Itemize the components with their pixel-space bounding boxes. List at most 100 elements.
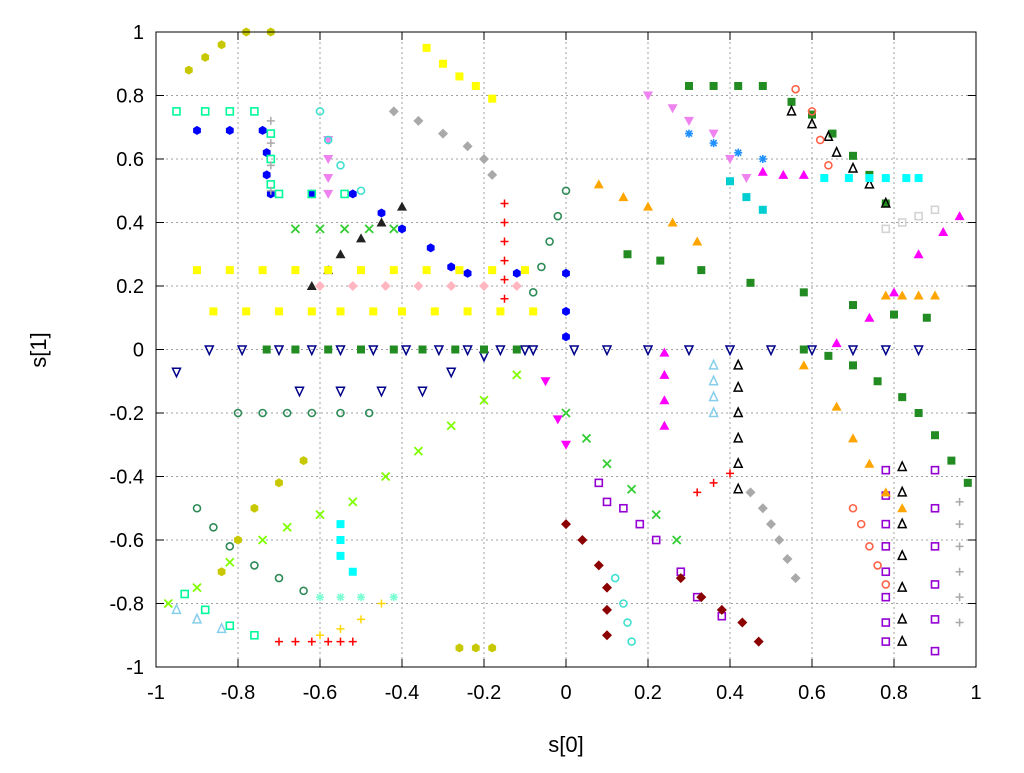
data-point <box>815 135 825 145</box>
data-point <box>930 290 940 300</box>
data-point <box>914 174 923 183</box>
data-point <box>659 369 670 379</box>
data-point <box>258 125 267 135</box>
ticks-layer: -1 -0.8 -0.6 -0.4 -0.2 0 0.2 0.4 0.6 0.8 1 -1 -0.8 -0… <box>110 22 982 704</box>
data-point <box>726 177 734 186</box>
data-point <box>806 117 818 129</box>
data-point <box>316 631 324 640</box>
data-point <box>209 522 218 532</box>
data-point <box>225 621 235 631</box>
data-point <box>364 408 374 418</box>
data-point <box>163 598 173 609</box>
data-point <box>323 135 333 145</box>
data-point <box>881 592 891 602</box>
data-point <box>528 345 539 357</box>
data-point <box>635 519 645 529</box>
data-point <box>930 542 940 551</box>
data-point <box>324 266 333 275</box>
data-point <box>315 281 325 291</box>
data-point <box>463 307 472 316</box>
data-point <box>881 465 891 475</box>
data-point <box>683 345 695 357</box>
data-point <box>340 189 349 199</box>
data-point <box>890 310 898 319</box>
data-point <box>737 617 748 628</box>
data-point <box>733 482 744 494</box>
data-point <box>708 374 719 386</box>
data-point <box>488 266 497 275</box>
data-point <box>820 174 829 183</box>
data-point <box>242 307 251 316</box>
x-tick-label: 0.2 <box>634 682 662 704</box>
data-point <box>914 409 923 417</box>
data-point <box>864 458 875 468</box>
data-point <box>708 406 719 418</box>
data-point <box>856 519 866 529</box>
data-point <box>540 377 551 387</box>
data-point <box>651 535 661 545</box>
data-point <box>930 503 940 513</box>
data-point <box>266 139 275 148</box>
data-point <box>315 509 325 520</box>
x-tick-label: 0.8 <box>880 682 908 704</box>
data-point <box>881 224 891 234</box>
data-point <box>388 106 399 117</box>
data-point <box>831 401 842 411</box>
y-tick-label: -0.6 <box>110 530 144 552</box>
data-point <box>348 567 357 576</box>
data-point <box>847 161 859 173</box>
data-point <box>757 503 768 514</box>
x-tick-label: 0.6 <box>798 682 826 704</box>
data-point <box>209 307 218 316</box>
data-point <box>864 177 875 189</box>
data-point <box>315 107 325 116</box>
data-point <box>881 199 890 208</box>
data-point <box>413 446 424 456</box>
data-point <box>446 421 456 431</box>
data-point <box>790 573 801 584</box>
data-point <box>806 345 818 357</box>
data-point <box>537 262 546 272</box>
data-point <box>741 174 752 184</box>
data-point <box>413 115 424 126</box>
data-point <box>897 549 908 561</box>
data-point <box>897 612 908 624</box>
data-point <box>569 345 580 357</box>
data-point <box>880 487 891 497</box>
y-tick-label: 0.2 <box>116 276 144 298</box>
data-point <box>930 615 940 624</box>
data-point <box>847 345 859 357</box>
data-point <box>602 630 612 641</box>
data-point <box>357 345 365 354</box>
data-point <box>930 580 940 589</box>
data-point <box>697 266 706 275</box>
data-point <box>225 542 235 551</box>
data-point <box>389 593 398 602</box>
data-point <box>422 266 431 275</box>
data-point <box>733 406 744 418</box>
data-point <box>823 130 834 142</box>
data-point <box>347 281 358 291</box>
data-point <box>561 519 571 530</box>
data-point <box>881 174 890 183</box>
data-point <box>656 256 665 265</box>
data-point <box>336 408 345 418</box>
data-point <box>336 307 345 316</box>
data-point <box>299 456 308 466</box>
y-tick-label: -0.4 <box>110 467 144 489</box>
data-point <box>561 186 571 196</box>
data-point <box>488 94 497 103</box>
data-point <box>643 91 653 101</box>
data-point <box>471 81 480 90</box>
data-point <box>500 218 509 227</box>
data-point <box>356 186 366 196</box>
x-tick-label: -0.6 <box>303 682 337 704</box>
data-point <box>357 593 365 602</box>
data-point <box>774 535 785 545</box>
data-point <box>757 166 768 176</box>
data-point <box>618 192 629 202</box>
data-point <box>447 262 456 272</box>
data-point <box>798 360 809 370</box>
data-point <box>479 281 489 291</box>
data-point <box>545 237 554 246</box>
